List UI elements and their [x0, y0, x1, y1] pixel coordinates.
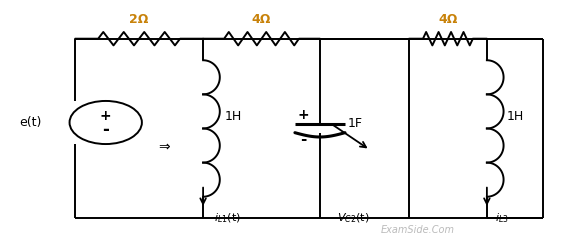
Text: $i_{L1}$(t): $i_{L1}$(t) — [214, 211, 241, 225]
Text: +: + — [100, 109, 111, 123]
Text: $i_{L3}$: $i_{L3}$ — [495, 211, 509, 225]
Text: $V_{C2}$(t): $V_{C2}$(t) — [337, 211, 369, 225]
Text: +: + — [297, 108, 309, 122]
Text: -: - — [102, 121, 109, 139]
Text: e(t): e(t) — [20, 116, 42, 129]
Text: 2Ω: 2Ω — [129, 13, 149, 26]
Text: ExamSide.Com: ExamSide.Com — [381, 225, 455, 235]
Text: -: - — [300, 132, 306, 147]
Text: 1H: 1H — [506, 110, 524, 123]
Text: ⇒: ⇒ — [158, 139, 170, 153]
Text: 1H: 1H — [224, 110, 242, 123]
Text: 4Ω: 4Ω — [252, 13, 271, 26]
Text: 1F: 1F — [348, 117, 363, 130]
Text: 4Ω: 4Ω — [438, 13, 457, 26]
